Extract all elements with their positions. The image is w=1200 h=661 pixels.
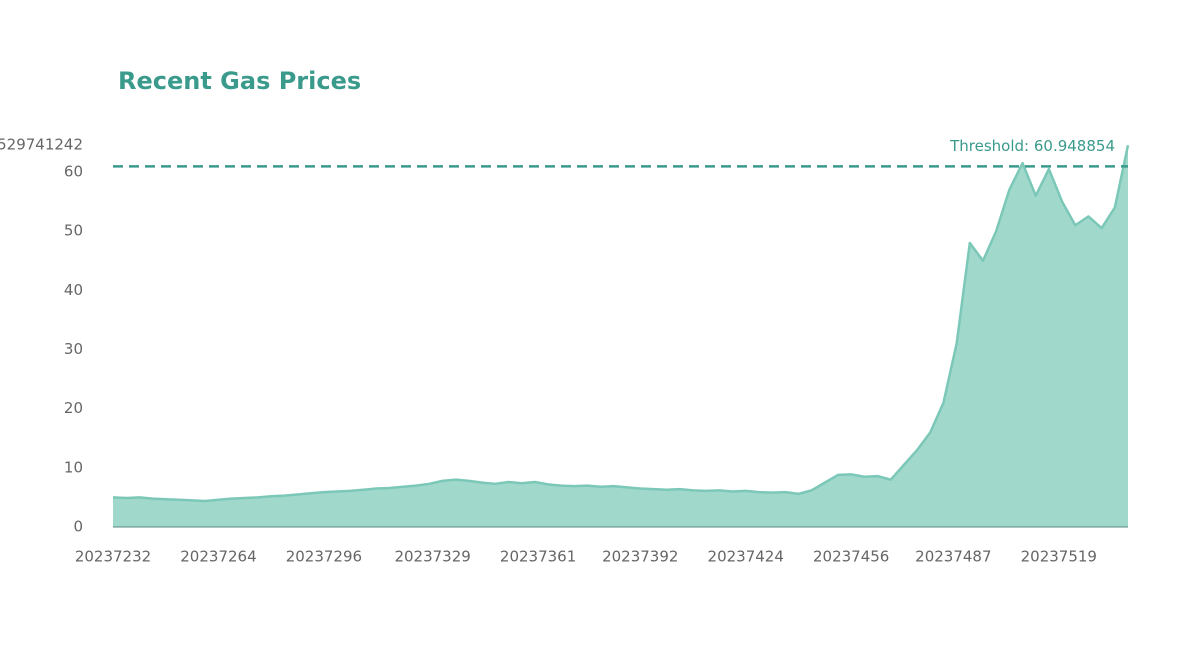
- y-tick-label: 40: [64, 281, 83, 299]
- x-tick-label: 20237329: [394, 548, 470, 566]
- area-fill: [113, 145, 1128, 527]
- threshold-label: Threshold: 60.948854: [949, 137, 1115, 155]
- chart-title: Recent Gas Prices: [118, 67, 361, 95]
- y-tick-label: 50: [64, 222, 83, 240]
- x-tick-label: 20237296: [286, 548, 362, 566]
- x-tick-label: 20237424: [708, 548, 784, 566]
- x-tick-label: 20237361: [500, 548, 576, 566]
- y-tick-label: 0: [73, 518, 83, 536]
- y-tick-label: 64.529741242: [0, 136, 83, 154]
- y-tick-label: 20: [64, 399, 83, 417]
- x-tick-label: 20237487: [915, 548, 991, 566]
- x-tick-label: 20237519: [1021, 548, 1097, 566]
- area-line: [112, 144, 1130, 503]
- x-tick-label: 20237392: [602, 548, 678, 566]
- x-tick-label: 20237232: [75, 548, 151, 566]
- y-tick-label: 30: [64, 340, 83, 358]
- y-tick-label: 60: [64, 163, 83, 181]
- x-tick-label: 20237264: [180, 548, 256, 566]
- y-tick-label: 10: [64, 458, 83, 476]
- x-tick-label: 20237456: [813, 548, 889, 566]
